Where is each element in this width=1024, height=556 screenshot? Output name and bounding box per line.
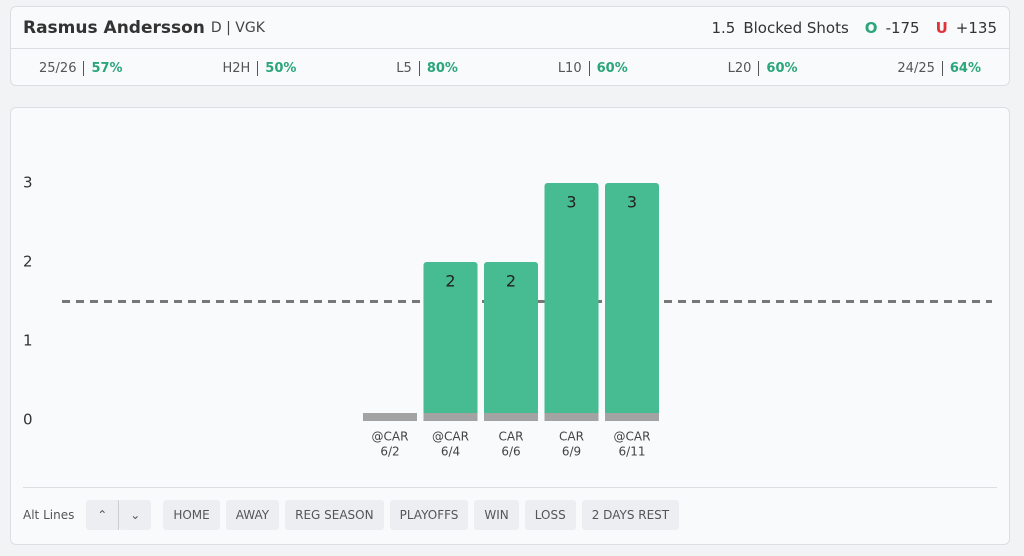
position-team: D | VGK	[210, 20, 265, 36]
filter-button[interactable]: WIN	[474, 500, 519, 530]
x-tick-opponent: CAR	[499, 430, 524, 444]
market: 1.5 Blocked Shots O -175 U +135	[711, 19, 997, 37]
bar	[605, 183, 659, 420]
filter-button[interactable]: AWAY	[225, 500, 280, 530]
stat-value: 57%	[91, 60, 123, 76]
chart-card: Alt Lines ⌃ ⌄ HOME AWAY REG SEASON PLAYOFFS…	[10, 107, 1010, 545]
value-label: 2	[506, 272, 516, 291]
value-label: 2	[445, 272, 455, 291]
filter-button[interactable]: PLAYOFFS	[389, 500, 469, 530]
bar	[423, 262, 478, 420]
filter-row: Alt Lines ⌃ ⌄ HOME AWAY REG SEASON PLAYOFFS…	[23, 500, 685, 530]
stat-label: L5	[396, 60, 420, 76]
stat-label: L20	[728, 60, 760, 76]
stat-label: 24/25	[897, 60, 943, 76]
x-tick-opponent: @CAR	[432, 430, 469, 444]
stat: L5 80%	[396, 57, 458, 79]
filter-button[interactable]: 2 DAYS REST	[581, 500, 680, 530]
x-tick-opponent: @CAR	[372, 430, 409, 444]
value-label: 3	[627, 193, 637, 212]
bar-base	[363, 413, 417, 421]
over-letter: O	[864, 19, 878, 37]
stat: 25/26 57%	[39, 57, 123, 79]
bar-base	[544, 413, 599, 421]
stat-value: 60%	[596, 60, 628, 76]
alt-lines-label: Alt Lines	[23, 508, 75, 522]
divider	[11, 48, 1009, 49]
stat-label: H2H	[222, 60, 259, 76]
bar-base	[423, 413, 478, 421]
alt-line-arrows: ⌃ ⌄	[86, 500, 152, 530]
x-tick-date: 6/4	[441, 445, 460, 459]
header-card: Rasmus Andersson D | VGK 1.5 Blocked Sho…	[10, 6, 1010, 86]
value-label: 3	[566, 193, 576, 212]
x-tick-date: 6/9	[562, 445, 581, 459]
arrow-up[interactable]: ⌃	[86, 500, 120, 530]
stats-row: 25/26 57% H2H 50% L5 80% L10 60% L20 60% 24/25 64%	[39, 57, 981, 79]
x-tick-opponent: CAR	[559, 430, 584, 444]
filter-button[interactable]: LOSS	[524, 500, 576, 530]
stat: 24/25 64%	[897, 57, 981, 79]
line: 1.5	[711, 19, 736, 37]
bar-base	[605, 413, 659, 421]
bar	[484, 262, 538, 420]
bar-base	[484, 413, 538, 421]
divider	[23, 487, 997, 488]
y-tick-label: 3	[23, 174, 33, 192]
x-tick-date: 6/6	[501, 445, 520, 459]
player-name: Rasmus Andersson	[23, 18, 205, 38]
stat-value: 50%	[265, 60, 297, 76]
arrow-down[interactable]: ⌄	[119, 500, 152, 530]
under-odds: +135	[955, 19, 997, 37]
stat-label: 25/26	[39, 60, 85, 76]
x-tick-date: 6/2	[380, 445, 399, 459]
stat: L10 60%	[558, 57, 628, 79]
y-tick-label: 2	[23, 253, 33, 271]
y-tick-label: 0	[23, 411, 33, 429]
filter-button[interactable]: HOME	[163, 500, 220, 530]
stat-label: L10	[558, 60, 590, 76]
bar	[544, 183, 599, 420]
stat: L20 60%	[728, 57, 798, 79]
filter-button[interactable]: REG SEASON	[285, 500, 384, 530]
under-letter: U	[935, 19, 948, 37]
header-row: Rasmus Andersson D | VGK 1.5 Blocked Sho…	[23, 15, 997, 41]
stat-value: 64%	[949, 60, 981, 76]
y-tick-label: 1	[23, 332, 33, 350]
stat-value: 60%	[766, 60, 798, 76]
x-tick-date: 6/11	[619, 445, 646, 459]
x-tick-opponent: @CAR	[614, 430, 651, 444]
over-odds: -175	[885, 19, 920, 37]
stat-value: 80%	[426, 60, 458, 76]
stat: H2H 50%	[222, 57, 296, 79]
market-name: Blocked Shots	[743, 19, 849, 37]
